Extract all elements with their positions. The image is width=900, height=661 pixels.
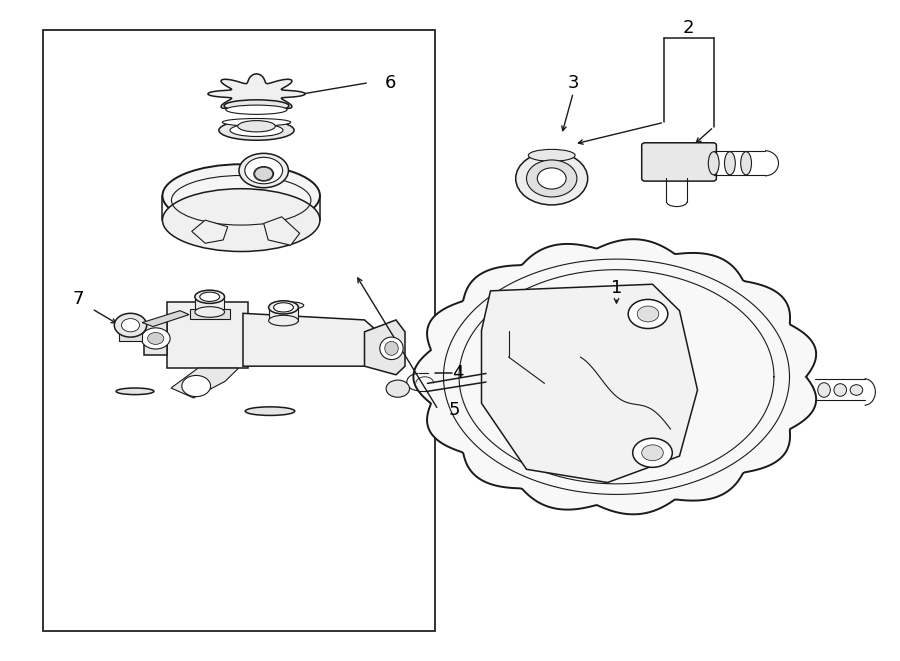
Ellipse shape (195, 290, 225, 303)
Text: 1: 1 (611, 278, 622, 297)
Circle shape (642, 445, 663, 461)
Ellipse shape (196, 293, 223, 301)
Circle shape (537, 168, 566, 189)
Ellipse shape (268, 315, 299, 326)
Circle shape (255, 167, 273, 180)
Ellipse shape (238, 120, 275, 132)
Polygon shape (482, 284, 698, 483)
Ellipse shape (195, 307, 225, 317)
Circle shape (141, 328, 170, 349)
Ellipse shape (226, 105, 287, 114)
Polygon shape (171, 368, 238, 398)
Polygon shape (269, 307, 298, 321)
Ellipse shape (219, 120, 294, 140)
Polygon shape (190, 309, 230, 319)
Ellipse shape (163, 165, 320, 227)
Polygon shape (166, 302, 248, 368)
Ellipse shape (239, 153, 289, 188)
Polygon shape (413, 239, 816, 514)
Ellipse shape (850, 385, 863, 395)
Text: 2: 2 (683, 19, 694, 37)
Ellipse shape (274, 303, 293, 312)
Bar (119, 329, 142, 341)
Ellipse shape (741, 152, 751, 175)
Text: 4: 4 (452, 364, 464, 383)
Polygon shape (243, 313, 378, 366)
Polygon shape (142, 311, 189, 327)
Ellipse shape (222, 118, 291, 126)
Circle shape (182, 375, 211, 397)
Ellipse shape (385, 342, 398, 356)
Circle shape (386, 380, 410, 397)
Circle shape (148, 332, 164, 344)
Bar (43, 30, 435, 631)
Ellipse shape (254, 167, 274, 181)
Circle shape (516, 152, 588, 205)
Circle shape (628, 299, 668, 329)
FancyBboxPatch shape (642, 143, 716, 181)
Ellipse shape (818, 383, 831, 397)
Ellipse shape (245, 407, 295, 416)
Text: 5: 5 (448, 401, 460, 419)
Circle shape (114, 313, 147, 337)
Ellipse shape (200, 292, 220, 301)
Text: 7: 7 (73, 290, 84, 308)
Ellipse shape (230, 124, 283, 137)
Text: 6: 6 (385, 73, 397, 92)
Polygon shape (364, 320, 405, 375)
Polygon shape (264, 217, 300, 245)
Ellipse shape (268, 301, 299, 314)
Ellipse shape (116, 388, 154, 395)
Polygon shape (144, 322, 166, 355)
Circle shape (633, 438, 672, 467)
Ellipse shape (163, 189, 320, 252)
Ellipse shape (708, 152, 719, 175)
Text: 3: 3 (568, 73, 579, 92)
Circle shape (526, 160, 577, 197)
Circle shape (637, 306, 659, 322)
Ellipse shape (245, 157, 283, 184)
Ellipse shape (724, 152, 735, 175)
Ellipse shape (380, 337, 403, 360)
Polygon shape (195, 297, 224, 312)
Polygon shape (192, 220, 228, 243)
Ellipse shape (834, 383, 847, 396)
Ellipse shape (528, 149, 575, 161)
Polygon shape (208, 74, 305, 114)
Circle shape (122, 319, 140, 332)
Ellipse shape (224, 100, 289, 112)
Ellipse shape (281, 302, 304, 309)
